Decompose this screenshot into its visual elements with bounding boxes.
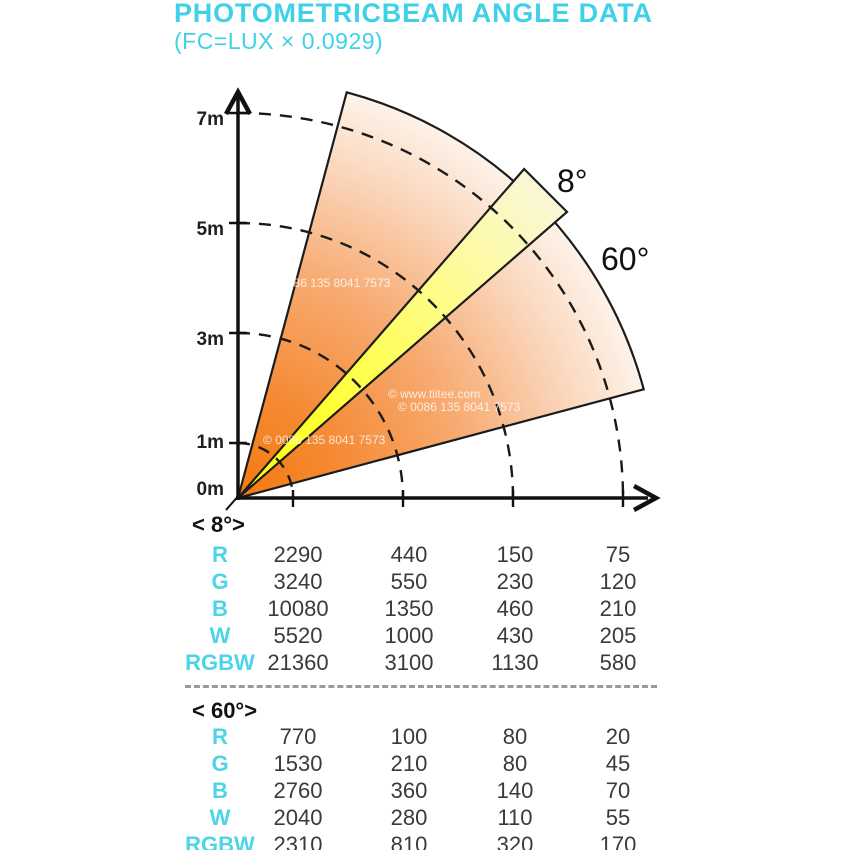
value-cell: 2310 [273,832,323,850]
value-cell: 110 [497,805,533,830]
beam-wedge-8deg [237,167,569,499]
distance-label-1m: 1m [197,432,224,453]
distance-label-5m: 5m [197,219,224,240]
value-cell: 1130 [491,650,539,675]
x-axis-arrowhead-icon [632,484,661,512]
value-cell: 550 [390,569,428,594]
value-cell: 440 [390,542,428,567]
range-ring-7m [237,111,625,499]
value-cell: 45 [605,751,631,776]
value-cell: 20 [605,724,631,749]
value-cell: 810 [390,832,428,850]
axes [224,87,661,512]
beam-label-60deg: 60° [601,241,649,277]
page-title: PHOTOMETRICBEAM ANGLE DATA [174,0,653,28]
value-cell: 70 [605,778,631,803]
value-cell: 21360 [267,650,329,675]
value-cell: 100 [390,724,428,749]
row-label: RGBW [185,650,255,675]
value-cell: 360 [390,778,428,803]
value-cell: 3100 [384,650,434,675]
value-cell: 10080 [267,596,329,621]
row-label: B [212,778,228,803]
distance-labels: 7m 5m 3m 1m 0m [197,109,224,500]
row-label: R [212,724,228,749]
beam-label-8deg: 8° [557,163,588,199]
range-ring-3m [237,331,405,499]
value-cell: 2040 [273,805,323,830]
value-cell: 460 [496,596,534,621]
table-divider [185,685,657,688]
row-label: RGBW [185,832,255,850]
row-label: W [209,623,231,648]
value-cell: 80 [502,751,528,776]
value-cell: 3240 [273,569,323,594]
row-label: G [211,751,229,776]
value-cell: 320 [496,832,534,850]
value-cell: 205 [599,623,637,648]
row-label: R [212,542,228,567]
row-label: G [211,569,229,594]
value-cell: 230 [496,569,534,594]
value-cell: 5520 [273,623,323,648]
value-cell: 80 [502,724,528,749]
table-60deg: R 770 100 80 20 G 1530 210 80 45 B 2760 … [185,723,683,850]
table-8deg: R 2290 440 150 75 G 3240 550 230 120 B 1… [185,541,683,676]
watermark-text: © 0086 135 8041 7573 [263,433,386,447]
value-cell: 210 [390,751,428,776]
range-rings [237,111,625,499]
watermark-text: © 0086 135 8041 7573 [398,400,521,414]
value-cell: 430 [496,623,534,648]
range-ring-5m [237,221,515,499]
distance-label-0m: 0m [197,479,224,500]
value-cell: 55 [605,805,631,830]
value-cell: 140 [496,778,534,803]
watermark-text: © 0086 135 8041 7573 [268,276,391,290]
value-cell: 210 [599,596,637,621]
watermark-text: © www.tiitee.com [388,387,480,401]
beam-angle-diagram: 7m 5m 3m 1m 0m 8° 60° © 0086 135 8041 75… [197,87,661,512]
value-cell: 2290 [273,542,323,567]
value-cell: 580 [599,650,637,675]
row-label: B [212,596,228,621]
value-cell: 2760 [273,778,323,803]
value-cell: 280 [390,805,428,830]
table-heading-60deg: < 60°> [192,698,258,723]
origin-tick [225,493,241,511]
value-cell: 770 [279,724,317,749]
watermarks: © 0086 135 8041 7573 © www.tiitee.com © … [263,276,521,447]
page-subtitle: (FC=LUX × 0.0929) [174,28,384,54]
row-label: W [209,805,231,830]
value-cell: 1000 [384,623,434,648]
value-cell: 150 [496,542,534,567]
distance-label-3m: 3m [197,329,224,350]
value-cell: 170 [599,832,637,850]
value-cell: 1530 [273,751,323,776]
value-cell: 1350 [384,596,434,621]
y-axis-arrowhead-icon [224,87,252,116]
range-ring-1m [237,441,295,499]
distance-label-7m: 7m [197,109,224,130]
table-heading-8deg: < 8°> [192,512,245,537]
value-cell: 120 [599,569,637,594]
value-cell: 75 [605,542,631,567]
